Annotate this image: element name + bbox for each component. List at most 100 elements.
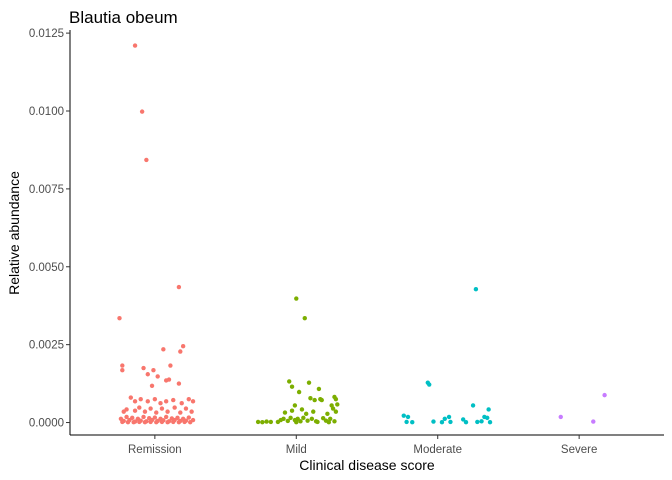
data-point-moderate [460,417,466,422]
data-point-mild [299,407,305,412]
data-point-remission [144,157,149,163]
data-point-severe [591,419,596,424]
data-point-moderate [410,420,415,425]
data-point-mild [289,384,295,389]
data-point-mild [330,406,336,411]
data-point-remission [117,315,122,321]
x-axis-title: Clinical disease score [299,457,435,473]
data-point-remission [186,396,191,402]
data-point-remission [145,399,150,404]
y-axis-ticks: 0.0000 0.0025 0.0050 0.0075 0.0100 0.0125 [29,28,70,430]
data-point-remission [166,377,172,382]
data-point-remission [145,372,150,377]
data-point-mild [296,389,302,395]
y-tick-label: 0.0000 [29,418,64,430]
data-point-remission [154,420,159,425]
data-point-mild [316,386,322,392]
data-point-remission [152,415,158,420]
data-point-remission [189,409,194,414]
data-point-mild [309,416,315,421]
data-point-remission [148,406,153,411]
x-tick-label: Remission [128,444,182,456]
data-point-mild [294,296,299,301]
data-point-remission [190,399,196,404]
data-point-remission [141,365,146,371]
data-point-remission [183,406,189,411]
data-point-moderate [439,420,445,425]
data-point-remission [124,414,129,420]
data-point-moderate [473,287,479,292]
data-point-mild [292,403,298,408]
x-tick-label: Severe [561,444,597,456]
data-point-remission [180,344,186,349]
data-point-remission [137,419,142,425]
data-point-moderate [463,420,469,425]
data-point-mild [268,419,274,425]
data-point-remission [128,395,134,400]
data-point-remission [161,347,166,352]
data-point-mild [255,419,261,425]
data-point-remission [151,368,156,373]
data-point-mild [295,416,300,421]
data-point-remission [131,420,136,425]
data-point-remission [130,415,135,421]
y-tick-label: 0.0050 [29,262,64,274]
data-point-mild [308,396,313,401]
data-point-remission [179,401,184,406]
data-point-mild [320,415,326,421]
data-point-remission [154,410,159,415]
data-point-remission [152,396,158,402]
data-point-moderate [486,407,491,412]
data-point-mild [306,380,312,385]
data-point-mild [285,418,290,424]
x-tick-label: Moderate [413,444,462,456]
y-tick-label: 0.0075 [29,184,64,196]
data-point-mild [315,419,320,425]
data-point-remission [132,43,138,48]
data-point-moderate [405,414,411,420]
data-point-moderate [427,382,432,387]
data-point-mild [301,415,306,421]
data-point-mild [302,315,307,321]
data-point-remission [148,419,153,425]
data-point-mild [328,416,333,421]
data-point-remission [163,414,169,420]
data-point-remission [163,399,169,404]
data-point-mild [264,419,269,424]
data-point-remission [137,405,142,410]
data-point-remission [165,409,170,414]
data-point-remission [120,368,125,373]
data-points [117,43,607,425]
data-point-moderate [446,414,452,420]
data-point-severe [602,392,607,398]
data-point-mild [319,397,324,403]
data-point-remission [155,374,160,379]
data-point-remission [124,407,129,412]
data-point-remission [171,419,176,425]
data-point-mild [294,420,299,425]
data-point-mild [305,418,310,423]
data-point-moderate [479,419,484,424]
data-point-remission [176,420,182,425]
data-point-mild [281,416,286,421]
data-point-mild [287,379,292,384]
x-tick-label: Mild [286,444,307,456]
data-point-remission [138,396,143,402]
data-point-remission [165,420,170,425]
data-point-remission [172,405,177,410]
data-point-mild [332,419,337,424]
data-point-mild [333,396,339,402]
data-point-remission [175,415,180,421]
data-point-remission [125,420,131,425]
data-point-mild [289,408,295,413]
chart-title: Blautia obeum [69,8,178,27]
data-point-remission [176,284,182,290]
data-point-mild [260,420,265,425]
data-point-moderate [470,403,476,408]
data-point-remission [159,406,165,411]
data-point-mild [288,415,293,421]
data-point-mild [325,411,330,417]
data-point-mild [335,402,340,407]
data-point-remission [186,415,191,420]
